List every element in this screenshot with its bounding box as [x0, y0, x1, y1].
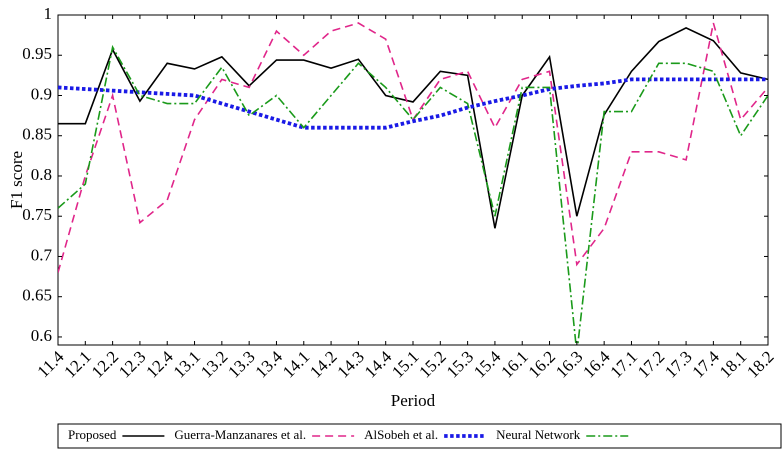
x-tick-label: 14.3 [334, 347, 368, 381]
x-tick-label: 17.3 [661, 347, 695, 381]
x-tick-label: 13.3 [224, 347, 258, 381]
x-tick-label: 12.4 [142, 347, 177, 382]
x-tick-label: 14.1 [279, 347, 313, 381]
x-tick-label: 12.1 [60, 347, 94, 381]
y-tick-label: 0.85 [22, 125, 52, 144]
x-tick-label: 13.4 [252, 347, 287, 382]
x-tick-label: 15.2 [415, 347, 449, 381]
y-axis-label: F1 score [7, 151, 26, 209]
x-tick-label: 15.3 [443, 347, 477, 381]
x-tick-label: 11.4 [34, 347, 68, 381]
x-tick-label: 13.1 [170, 347, 204, 381]
x-tick-label: 18.1 [716, 347, 750, 381]
x-axis-label: Period [391, 391, 436, 410]
legend-box [57, 423, 782, 449]
y-tick-label: 0.65 [22, 286, 52, 305]
x-tick-label: 16.3 [552, 347, 586, 381]
x-tick-label: 14.4 [361, 347, 396, 382]
x-tick-label: 16.1 [497, 347, 531, 381]
y-tick-label: 0.8 [31, 165, 52, 184]
series-line [58, 26, 768, 229]
x-tick-label: 15.1 [388, 347, 422, 381]
x-tick-label: 13.2 [197, 347, 231, 381]
x-tick-label: 15.4 [470, 347, 505, 382]
legend-label: Guerra-Manzanares et al. [174, 427, 306, 442]
x-tick-label: 16.2 [525, 347, 559, 381]
y-tick-label: 0.9 [31, 84, 52, 103]
series-line [58, 44, 768, 345]
y-tick-label: 1 [44, 4, 53, 23]
lines [58, 22, 768, 345]
y-tick-label: 0.6 [31, 326, 52, 345]
legend-label: Neural Network [496, 427, 581, 442]
series-line [58, 22, 768, 273]
x-tick-label: 18.2 [743, 347, 777, 381]
x-tick-label: 17.1 [607, 347, 641, 381]
legend-label: Proposed [68, 427, 117, 442]
legend-label: AlSobeh et al. [364, 427, 438, 442]
x-tick-label: 17.2 [634, 347, 668, 381]
y-tick-label: 0.7 [31, 245, 53, 264]
x-tick-label: 14.2 [306, 347, 340, 381]
y-tick-label: 0.75 [22, 205, 52, 224]
x-tick-label: 12.3 [115, 347, 149, 381]
y-tick-label: 0.95 [22, 44, 52, 63]
x-tick-label: 12.2 [88, 347, 122, 381]
plot-frame [57, 14, 769, 346]
x-tick-label: 16.4 [579, 347, 614, 382]
x-tick-label: 17.4 [689, 347, 724, 382]
